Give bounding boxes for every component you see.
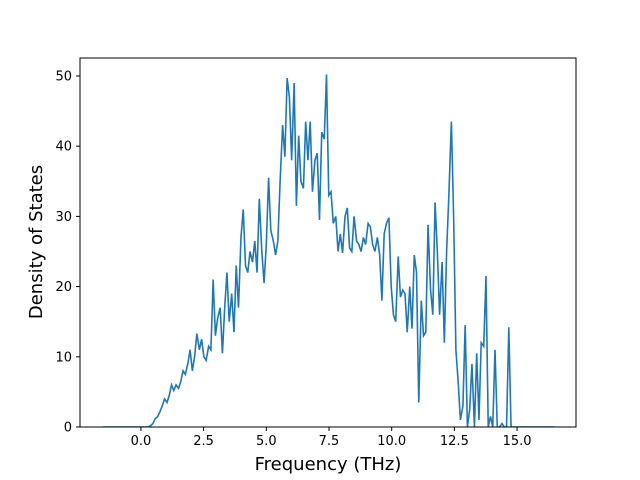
x-tick-label: 2.5: [193, 434, 214, 449]
x-tick-label: 0.0: [131, 434, 152, 449]
y-tick-label: 20: [55, 280, 72, 295]
x-tick-label: 15.0: [503, 434, 532, 449]
y-tick-label: 0: [64, 421, 72, 436]
x-tick-label: 12.5: [440, 434, 469, 449]
x-tick-label: 7.5: [319, 434, 340, 449]
y-tick-label: 40: [55, 140, 72, 155]
x-tick-label: 10.0: [377, 434, 406, 449]
y-tick-label: 50: [55, 69, 72, 84]
x-axis-label: Frequency (THz): [255, 454, 402, 475]
y-axis-label: Density of States: [26, 165, 47, 319]
y-tick-label: 10: [55, 350, 72, 365]
x-tick-label: 5.0: [256, 434, 277, 449]
y-tick-label: 30: [55, 210, 72, 225]
data-line: [103, 74, 555, 427]
axes-frame: [79, 57, 577, 428]
